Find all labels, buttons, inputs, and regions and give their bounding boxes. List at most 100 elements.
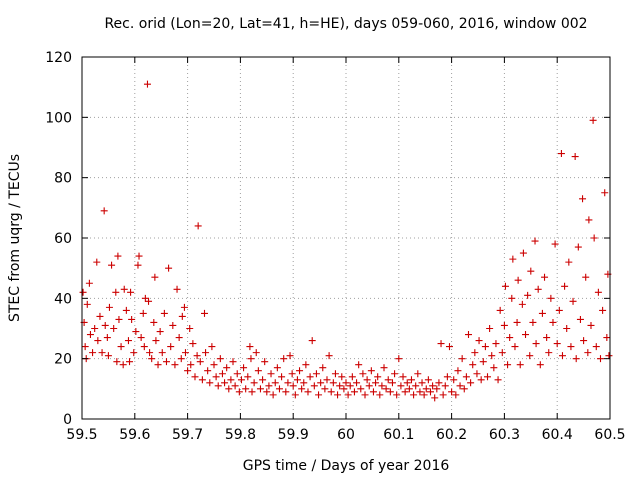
data-point <box>473 370 481 378</box>
data-point <box>319 364 327 372</box>
data-point <box>342 379 350 387</box>
data-point <box>206 379 214 387</box>
data-point <box>288 370 296 378</box>
data-point <box>526 352 534 360</box>
data-point <box>127 288 135 296</box>
data-point <box>94 337 102 345</box>
data-point <box>467 379 475 387</box>
data-point <box>244 373 252 381</box>
data-point <box>89 349 97 357</box>
data-point <box>589 116 597 124</box>
data-point <box>572 355 580 363</box>
data-point <box>543 334 551 342</box>
data-point <box>426 388 434 396</box>
data-point <box>563 325 571 332</box>
data-point <box>180 303 188 311</box>
data-point <box>278 373 286 381</box>
data-point <box>506 334 514 342</box>
data-point <box>344 391 352 399</box>
y-tick-label: 80 <box>54 171 72 187</box>
data-point <box>150 318 158 326</box>
data-point <box>134 261 142 269</box>
data-point <box>263 388 271 396</box>
data-point <box>450 376 458 384</box>
data-point <box>160 309 168 317</box>
data-point <box>363 376 371 384</box>
data-point <box>233 370 241 378</box>
data-point <box>193 352 201 360</box>
data-point <box>331 370 339 378</box>
data-point <box>282 388 290 396</box>
data-point <box>212 373 220 381</box>
data-point <box>519 249 527 257</box>
data-point <box>561 282 569 290</box>
data-point <box>494 376 502 384</box>
data-point <box>534 285 542 293</box>
x-tick-label: 59.9 <box>278 427 309 443</box>
axis-ticks: 59.5 59.6 59.7 59.8 59.9 60 60.1 60.2 60.3 60.4 60… <box>45 50 625 443</box>
data-point <box>246 343 254 351</box>
data-point <box>585 216 593 224</box>
data-point <box>576 315 584 323</box>
data-point <box>273 364 281 372</box>
data-point <box>300 379 308 387</box>
data-point <box>551 240 559 248</box>
data-point <box>536 361 544 369</box>
data-point <box>580 337 588 345</box>
data-point <box>143 80 151 88</box>
data-point <box>204 367 212 375</box>
data-point <box>558 352 566 360</box>
data-point <box>247 355 255 363</box>
data-point <box>555 306 563 314</box>
data-point <box>261 358 269 366</box>
data-point <box>265 382 273 390</box>
data-point <box>547 294 555 302</box>
data-point <box>386 388 394 396</box>
data-point <box>124 337 132 345</box>
data-point <box>104 352 112 360</box>
data-point <box>403 379 411 387</box>
data-point <box>412 382 420 390</box>
data-point <box>376 391 384 399</box>
data-point <box>329 379 337 387</box>
data-point <box>293 376 301 384</box>
data-point <box>83 300 91 308</box>
data-point <box>186 325 194 332</box>
data-point <box>462 373 470 381</box>
data-point <box>359 370 367 378</box>
y-tick-label: 120 <box>45 50 72 66</box>
data-point <box>128 315 136 323</box>
data-point <box>165 264 173 272</box>
data-point <box>486 325 494 332</box>
data-point <box>169 321 177 329</box>
data-point <box>280 355 288 363</box>
data-point <box>108 261 116 269</box>
data-point <box>439 391 447 399</box>
data-point <box>475 337 483 345</box>
data-point <box>100 207 108 215</box>
data-point <box>289 382 297 390</box>
data-point <box>401 388 409 396</box>
data-point <box>208 343 216 351</box>
data-point <box>429 382 437 390</box>
data-point <box>599 306 607 314</box>
data-point <box>120 285 128 293</box>
data-point <box>357 385 365 393</box>
data-point <box>321 385 329 393</box>
data-point <box>112 288 120 296</box>
data-point <box>391 370 399 378</box>
data-point <box>137 334 145 342</box>
x-tick-label: 59.6 <box>119 427 150 443</box>
x-tick-label: 60 <box>337 427 355 443</box>
data-point <box>119 361 127 369</box>
data-point <box>516 361 524 369</box>
data-point <box>545 349 553 357</box>
x-tick-label: 59.7 <box>172 427 203 443</box>
data-point <box>242 385 250 393</box>
data-point <box>529 318 537 326</box>
data-point <box>509 255 517 263</box>
data-point <box>584 349 592 357</box>
data-point <box>365 382 373 390</box>
data-point <box>340 385 348 393</box>
data-point <box>115 315 123 323</box>
